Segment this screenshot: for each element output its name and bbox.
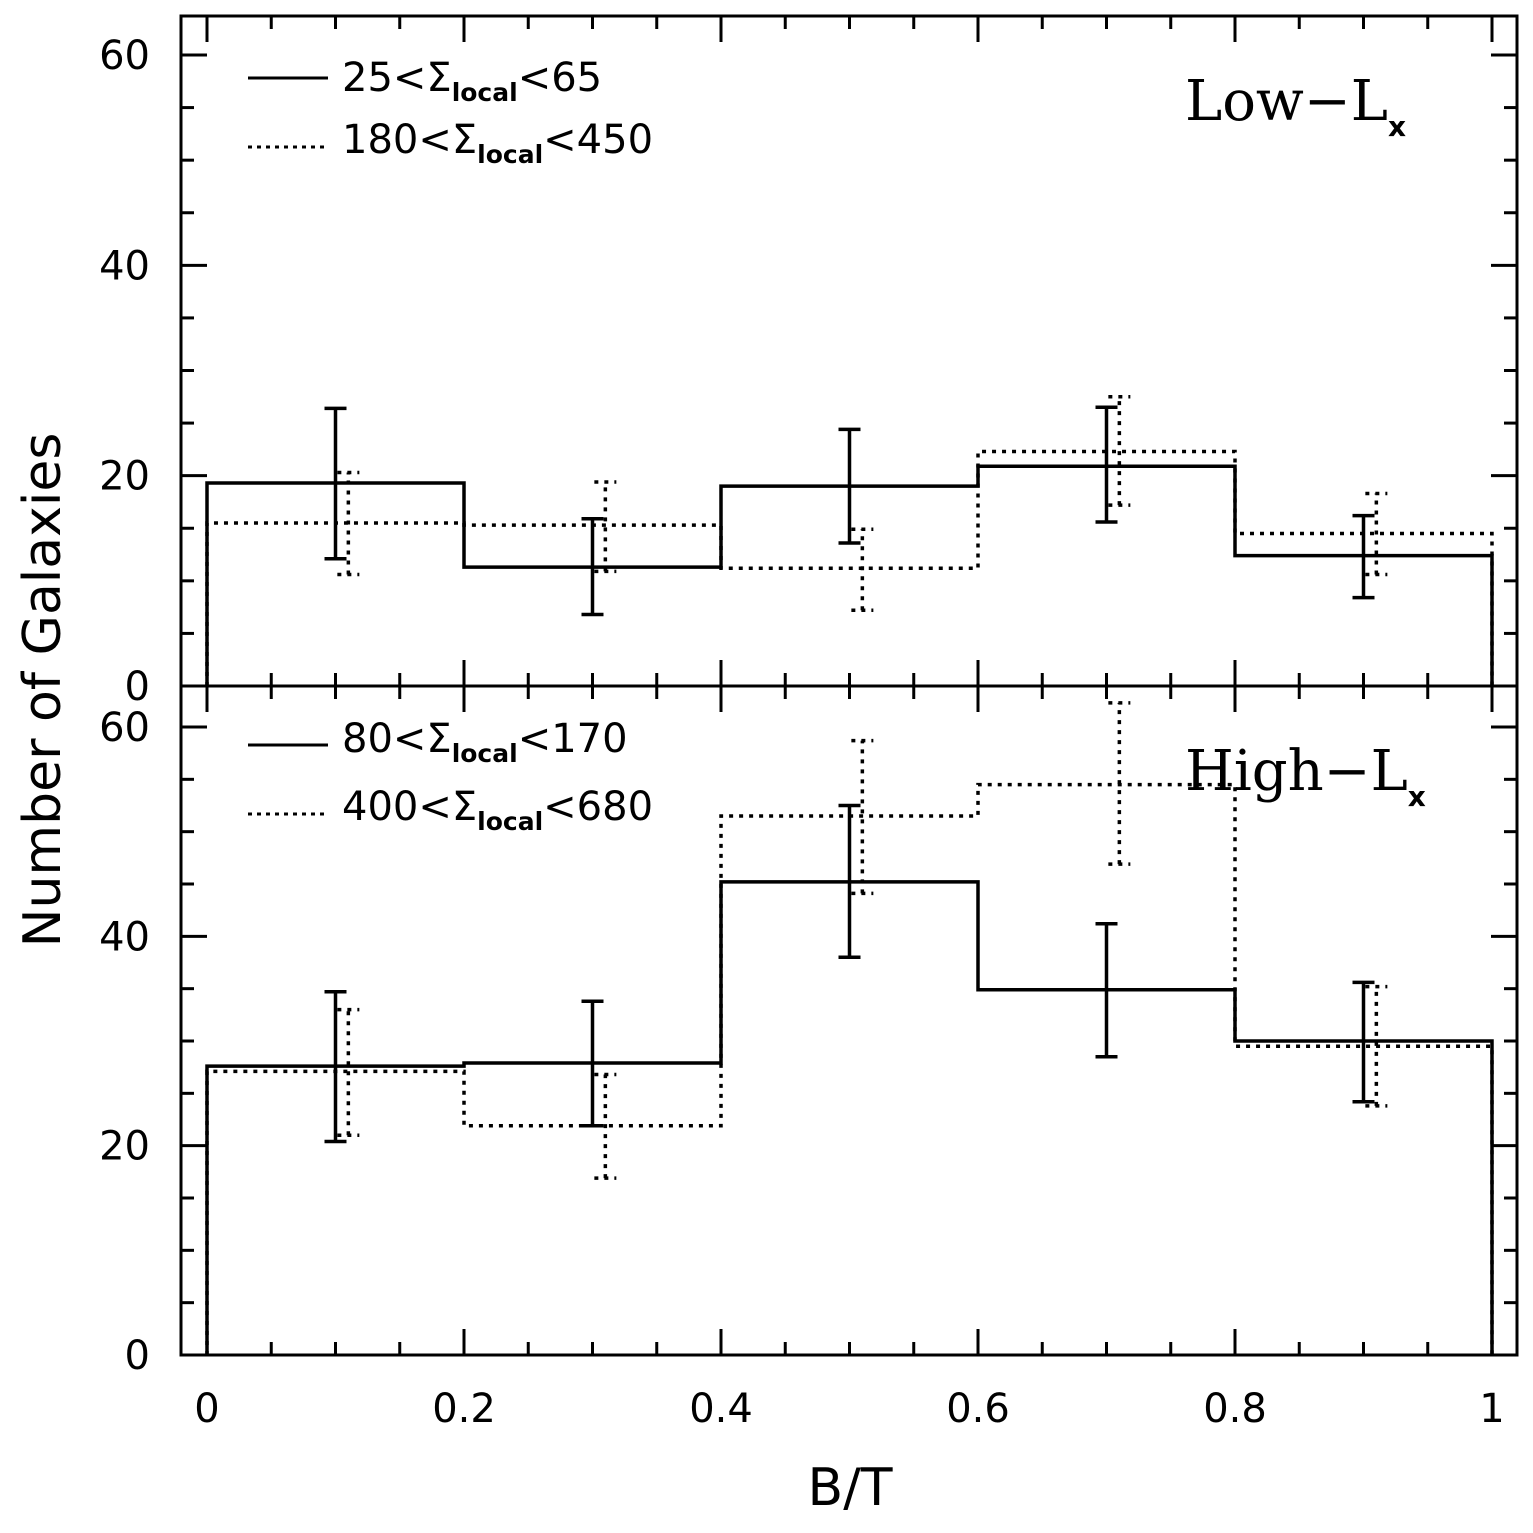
panel-label-low-lx: Low−Lx xyxy=(1185,69,1406,143)
error-bar xyxy=(1108,701,1131,866)
error-bar xyxy=(1108,395,1131,507)
x-tick-label: 1 xyxy=(1479,1386,1504,1432)
y-tick-label: 20 xyxy=(99,454,150,500)
y-tick-label: 40 xyxy=(99,243,150,289)
error-bar xyxy=(594,1072,617,1180)
x-tick-label: 0.6 xyxy=(946,1386,1010,1432)
x-tick-label: 0.4 xyxy=(689,1386,753,1432)
x-axis-label: B/T xyxy=(808,1458,893,1518)
dotted-histogram-high-lx xyxy=(205,782,1494,1355)
error-bar xyxy=(594,480,617,574)
legend-bottom-dotted-label: 400<Σlocal<680 xyxy=(342,784,653,836)
error-bar xyxy=(1365,491,1388,577)
error-bar xyxy=(1095,922,1118,1059)
error-bar xyxy=(838,427,861,545)
y-tick-label: 20 xyxy=(99,1124,150,1170)
error-bar xyxy=(581,517,604,617)
legend-top-solid-label: 25<Σlocal<65 xyxy=(342,55,602,107)
legend-top: 25<Σlocal<65 180<Σlocal<450 xyxy=(248,55,653,169)
panel-label-high-lx: High−Lx xyxy=(1185,739,1426,813)
y-tick-label: 0 xyxy=(125,664,150,710)
panel-low-lx xyxy=(205,395,1494,686)
error-bar xyxy=(337,470,360,577)
error-bar xyxy=(851,527,874,613)
legend-bottom: 80<Σlocal<170 400<Σlocal<680 xyxy=(248,716,653,836)
legend-bottom-solid-label: 80<Σlocal<170 xyxy=(342,716,628,768)
panel-high-lx xyxy=(205,701,1494,1355)
error-bar xyxy=(324,406,347,561)
x-tick-label: 0.8 xyxy=(1203,1386,1267,1432)
y-tick-label: 60 xyxy=(99,33,150,79)
x-tick-label: 0 xyxy=(194,1386,219,1432)
error-bar xyxy=(1365,984,1388,1108)
error-bar xyxy=(1352,513,1375,600)
y-tick-label: 0 xyxy=(125,1333,150,1379)
error-bar xyxy=(1095,405,1118,524)
error-bar xyxy=(324,990,347,1144)
y-tick-label: 40 xyxy=(99,914,150,960)
legend-top-dotted-label: 180<Σlocal<450 xyxy=(342,117,653,169)
dotted-histogram-low-lx xyxy=(205,449,1494,686)
y-tick-label: 60 xyxy=(99,705,150,751)
error-bar xyxy=(1352,980,1375,1104)
error-bar xyxy=(838,803,861,960)
x-tick-label: 0.2 xyxy=(432,1386,496,1432)
error-bar xyxy=(337,1007,360,1137)
error-bar xyxy=(851,738,874,896)
y-axis-label: Number of Galaxies xyxy=(13,433,73,948)
